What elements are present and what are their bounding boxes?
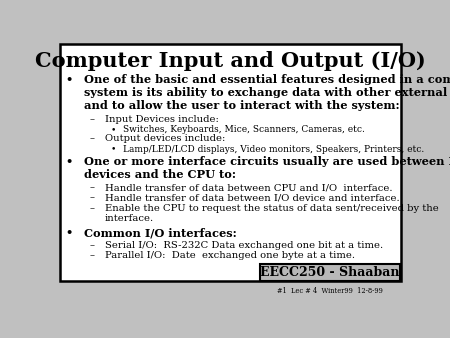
Text: –: – (90, 194, 94, 202)
Text: •: • (65, 74, 72, 86)
Text: Lamp/LED/LCD displays, Video monitors, Speakers, Printers, etc.: Lamp/LED/LCD displays, Video monitors, S… (122, 145, 424, 154)
Text: Enable the CPU to request the status of data sent/received by the
interface.: Enable the CPU to request the status of … (105, 204, 439, 223)
Text: Input Devices include:: Input Devices include: (105, 115, 219, 124)
Text: One of the basic and essential features designed in a computer
system is its abi: One of the basic and essential features … (84, 74, 450, 111)
Text: EECC250 - Shaaban: EECC250 - Shaaban (260, 266, 400, 279)
Text: –: – (90, 241, 94, 250)
Text: Common I/O interfaces:: Common I/O interfaces: (84, 227, 237, 238)
Text: –: – (90, 183, 94, 192)
Text: •: • (110, 125, 116, 135)
Text: Handle transfer of data between I/O device and interface.: Handle transfer of data between I/O devi… (105, 194, 400, 202)
Text: •: • (110, 145, 116, 154)
Text: Computer Input and Output (I/O): Computer Input and Output (I/O) (35, 51, 426, 71)
Text: Handle transfer of data between CPU and I/O  interface.: Handle transfer of data between CPU and … (105, 183, 392, 192)
Text: Serial I/O:  RS-232C Data exchanged one bit at a time.: Serial I/O: RS-232C Data exchanged one b… (105, 241, 383, 250)
Text: Parallel I/O:  Date  exchanged one byte at a time.: Parallel I/O: Date exchanged one byte at… (105, 251, 355, 260)
Text: One or more interface circuits usually are used between I/O
devices and the CPU : One or more interface circuits usually a… (84, 156, 450, 180)
Text: –: – (90, 134, 94, 143)
Text: –: – (90, 251, 94, 260)
FancyBboxPatch shape (60, 44, 401, 281)
Text: –: – (90, 204, 94, 213)
Text: •: • (65, 227, 72, 238)
Text: Switches, Keyboards, Mice, Scanners, Cameras, etc.: Switches, Keyboards, Mice, Scanners, Cam… (122, 125, 364, 135)
FancyBboxPatch shape (260, 264, 400, 281)
Text: •: • (65, 156, 72, 167)
Text: #1  Lec # 4  Winter99  12-8-99: #1 Lec # 4 Winter99 12-8-99 (277, 287, 383, 295)
Text: Output devices include:: Output devices include: (105, 134, 225, 143)
Text: –: – (90, 115, 94, 124)
